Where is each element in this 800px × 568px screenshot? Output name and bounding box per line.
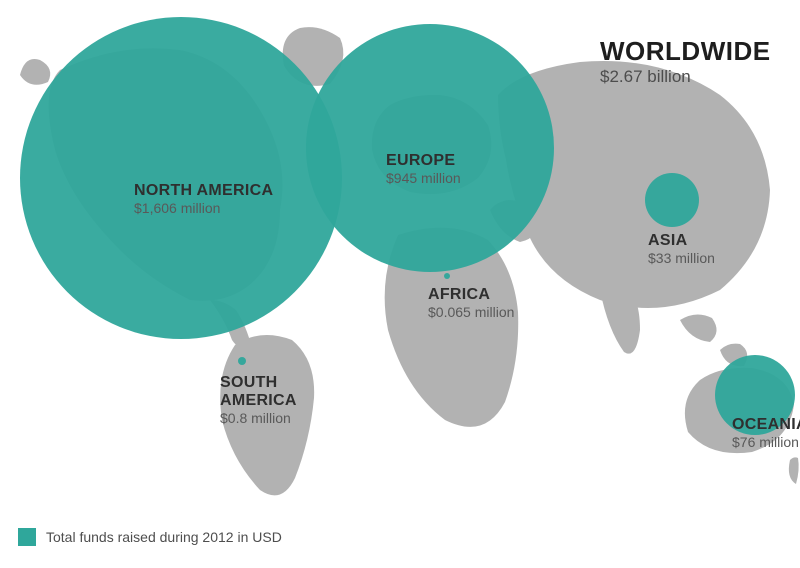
label-europe: EUROPE $945 million	[386, 152, 461, 186]
label-oceania: OCEANIA $76 million	[732, 416, 800, 450]
worldwide-name: WORLDWIDE	[600, 36, 771, 67]
region-name: OCEANIA	[732, 416, 800, 434]
label-south-america: SOUTH AMERICA $0.8 million	[220, 374, 310, 426]
label-asia: ASIA $33 million	[648, 232, 715, 266]
region-value: $33 million	[648, 250, 715, 266]
region-name: ASIA	[648, 232, 715, 250]
label-africa: AFRICA $0.065 million	[428, 286, 514, 320]
label-north-america: NORTH AMERICA $1,606 million	[134, 182, 273, 216]
infographic-stage: WORLDWIDE $2.67 billion NORTH AMERICA $1…	[0, 0, 800, 568]
legend-text: Total funds raised during 2012 in USD	[46, 529, 282, 545]
bubble-oceania	[715, 355, 795, 435]
region-value: $1,606 million	[134, 200, 273, 216]
legend: Total funds raised during 2012 in USD	[18, 528, 282, 546]
region-value: $76 million	[732, 434, 800, 450]
region-name: SOUTH AMERICA	[220, 374, 310, 410]
region-name: NORTH AMERICA	[134, 182, 273, 200]
bubble-south-america	[238, 357, 246, 365]
region-name: EUROPE	[386, 152, 461, 170]
region-value: $945 million	[386, 170, 461, 186]
worldwide-total: WORLDWIDE $2.67 billion	[600, 36, 771, 87]
region-name: AFRICA	[428, 286, 514, 304]
bubble-asia	[645, 173, 699, 227]
bubble-north-america	[20, 17, 342, 339]
bubble-europe	[306, 24, 554, 272]
bubble-africa	[444, 273, 450, 279]
region-value: $0.8 million	[220, 410, 310, 426]
region-value: $0.065 million	[428, 304, 514, 320]
legend-swatch	[18, 528, 36, 546]
worldwide-value: $2.67 billion	[600, 67, 771, 87]
